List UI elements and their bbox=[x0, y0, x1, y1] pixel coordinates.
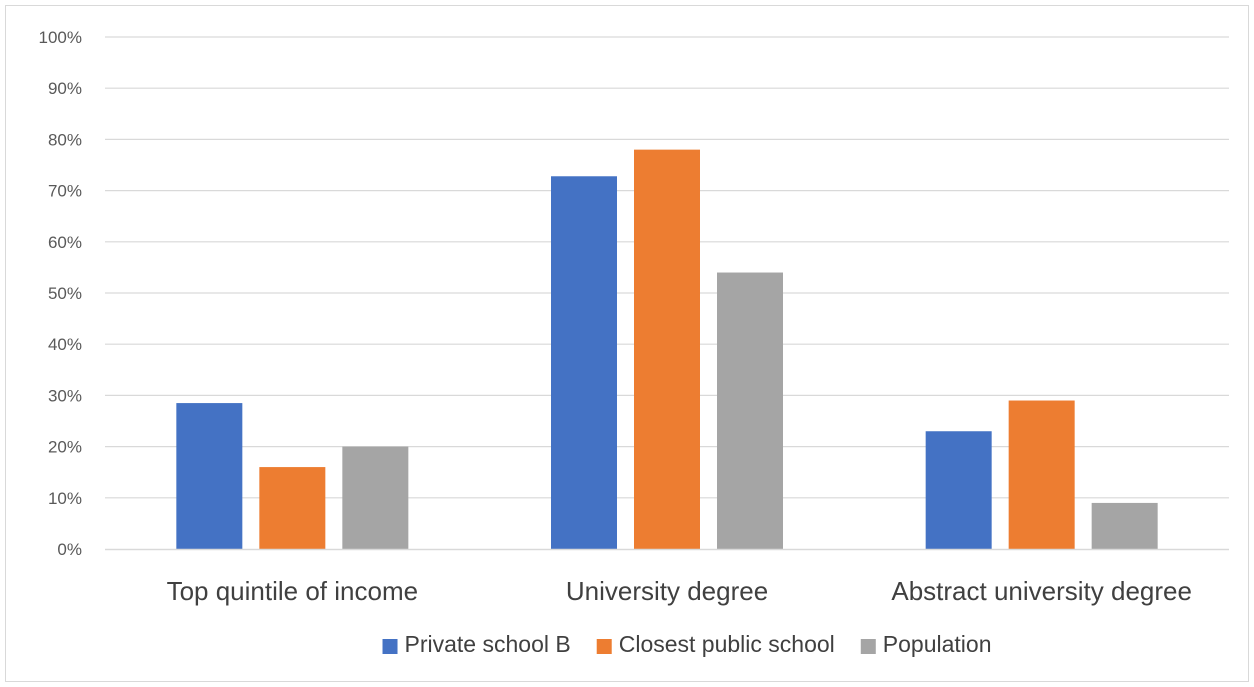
legend-swatch bbox=[860, 639, 876, 654]
y-tick-label: 100% bbox=[39, 28, 82, 47]
chart-area bbox=[5, 5, 1249, 682]
x-category-label: University degree bbox=[566, 576, 768, 606]
bar bbox=[1091, 502, 1158, 549]
y-tick-label: 60% bbox=[48, 233, 82, 252]
bar bbox=[925, 431, 992, 549]
y-tick-label: 20% bbox=[48, 438, 82, 457]
legend-label: Population bbox=[883, 631, 992, 657]
y-tick-label: 40% bbox=[48, 335, 82, 354]
bar bbox=[551, 176, 617, 549]
x-category-label: Top quintile of income bbox=[167, 576, 418, 606]
y-tick-label: 30% bbox=[48, 386, 82, 405]
y-tick-label: 70% bbox=[48, 182, 82, 201]
legend: Private school B Closest public school Pop… bbox=[382, 631, 992, 657]
y-tick-label: 90% bbox=[48, 79, 82, 98]
legend-swatch bbox=[596, 639, 612, 654]
y-tick-label: 0% bbox=[57, 540, 82, 559]
bar bbox=[717, 272, 783, 549]
bar bbox=[634, 149, 700, 549]
y-tick-label: 80% bbox=[48, 130, 82, 149]
y-tick-label: 10% bbox=[48, 489, 82, 508]
bars bbox=[176, 149, 1158, 549]
y-axis-tick-labels: 0% 10% 20% 30% 40% 50% 60% 70% 80% 90% 100% bbox=[39, 28, 82, 559]
x-category-label: Abstract university degree bbox=[891, 576, 1192, 606]
bar bbox=[259, 467, 326, 549]
bar bbox=[342, 446, 409, 549]
legend-item: Private school B bbox=[382, 631, 571, 657]
bar bbox=[176, 403, 243, 549]
category-labels: Top quintile of income University degree A… bbox=[167, 576, 1192, 606]
legend-label: Private school B bbox=[405, 631, 571, 657]
legend-item: Closest public school bbox=[596, 631, 835, 657]
legend-label: Closest public school bbox=[619, 631, 835, 657]
legend-item: Population bbox=[860, 631, 992, 657]
legend-swatch bbox=[382, 639, 398, 654]
y-tick-label: 50% bbox=[48, 284, 82, 303]
bar bbox=[1008, 400, 1075, 549]
